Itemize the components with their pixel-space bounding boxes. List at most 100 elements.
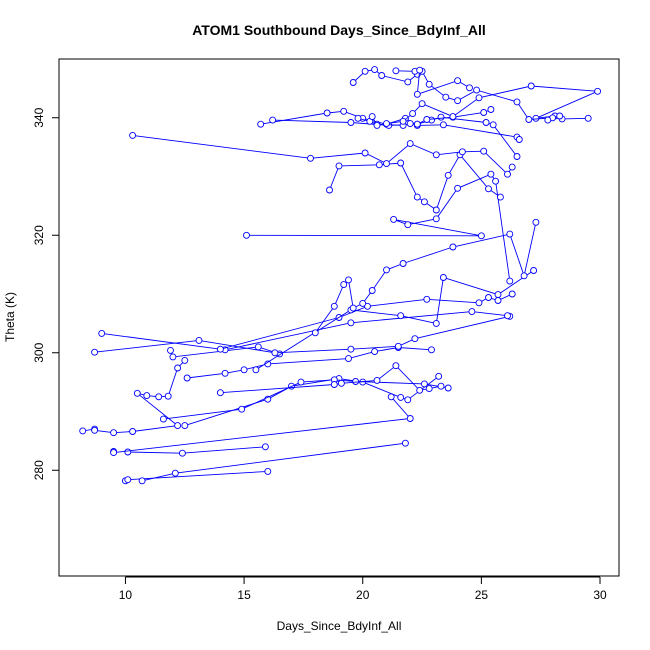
data-point: [124, 448, 132, 456]
x-tick-label: 30: [593, 588, 607, 602]
data-point: [508, 163, 516, 171]
series-line: [170, 346, 280, 358]
data-point: [437, 113, 445, 121]
data-point: [307, 154, 314, 162]
data-point: [195, 336, 203, 344]
data-point: [361, 67, 369, 75]
data-point: [221, 369, 229, 377]
data-point: [525, 116, 533, 123]
data-point: [238, 405, 246, 413]
data-point: [413, 193, 421, 201]
data-point: [178, 449, 186, 457]
data-point: [432, 151, 440, 159]
series-22: [349, 66, 564, 124]
data-point: [155, 393, 163, 401]
data-point: [532, 218, 540, 226]
series-1: [138, 439, 409, 485]
data-point: [454, 97, 462, 105]
data-point: [544, 116, 552, 124]
data-point: [240, 366, 248, 374]
data-point: [397, 159, 405, 167]
data-point: [383, 160, 390, 168]
data-point: [390, 215, 398, 223]
x-tick-label: 15: [237, 588, 251, 602]
data-point: [392, 67, 400, 75]
data-point: [485, 294, 492, 301]
data-point: [439, 274, 447, 281]
data-point: [506, 277, 514, 285]
data-point: [466, 84, 473, 92]
data-point: [297, 378, 305, 386]
y-tick-label: 320: [32, 225, 46, 245]
data-point: [110, 429, 118, 437]
series-3: [110, 393, 414, 457]
data-point: [406, 120, 414, 128]
data-point: [378, 72, 386, 79]
data-point: [480, 109, 488, 116]
data-point: [264, 467, 272, 475]
series-line: [113, 396, 412, 454]
data-point: [345, 276, 352, 284]
series-16: [326, 151, 504, 214]
data-point: [183, 374, 191, 382]
data-point: [515, 136, 523, 143]
data-series: [79, 66, 602, 485]
data-point: [454, 77, 462, 85]
data-point: [243, 231, 250, 239]
data-point: [361, 149, 369, 157]
data-point: [444, 384, 452, 392]
data-point: [437, 382, 445, 390]
x-axis: 10 15 20 25 30: [119, 576, 607, 602]
data-point: [143, 392, 151, 400]
data-point: [485, 185, 492, 193]
data-point: [79, 427, 87, 435]
data-point: [425, 385, 433, 393]
data-point: [409, 110, 417, 118]
data-point: [444, 171, 452, 179]
data-point: [371, 348, 379, 356]
data-point: [411, 335, 419, 343]
data-point: [475, 94, 483, 102]
data-point: [413, 120, 421, 128]
series-10: [91, 312, 514, 357]
data-point: [394, 342, 402, 350]
series-line: [246, 173, 511, 282]
data-point: [254, 343, 262, 351]
data-point: [468, 308, 476, 316]
data-point: [269, 116, 277, 124]
data-point: [257, 120, 265, 128]
data-point: [406, 140, 414, 148]
data-point: [171, 469, 179, 477]
data-point: [347, 119, 355, 126]
series-7: [216, 362, 445, 397]
data-point: [133, 389, 141, 397]
data-point: [401, 439, 409, 447]
data-point: [416, 66, 424, 74]
data-point: [420, 198, 428, 206]
data-point: [420, 380, 428, 388]
data-point: [330, 302, 338, 310]
data-point: [261, 443, 269, 451]
y-tick-label: 300: [32, 342, 46, 362]
data-point: [397, 312, 405, 320]
data-point: [340, 281, 348, 289]
data-point: [216, 389, 224, 397]
series-line: [132, 134, 513, 175]
data-point: [504, 170, 511, 178]
data-point: [110, 449, 118, 457]
data-point: [449, 113, 457, 121]
data-point: [349, 79, 357, 86]
data-point: [340, 107, 348, 115]
data-point: [352, 378, 360, 385]
data-point: [473, 86, 481, 94]
data-point: [404, 78, 412, 86]
data-point: [337, 379, 345, 387]
series-line: [260, 110, 520, 140]
data-point: [91, 426, 99, 434]
data-point: [428, 346, 435, 354]
series-11: [98, 308, 511, 354]
x-axis-label: Days_Since_BdyInf_All: [277, 619, 402, 633]
data-point: [520, 272, 528, 280]
data-point: [399, 117, 407, 125]
data-point: [494, 297, 502, 304]
